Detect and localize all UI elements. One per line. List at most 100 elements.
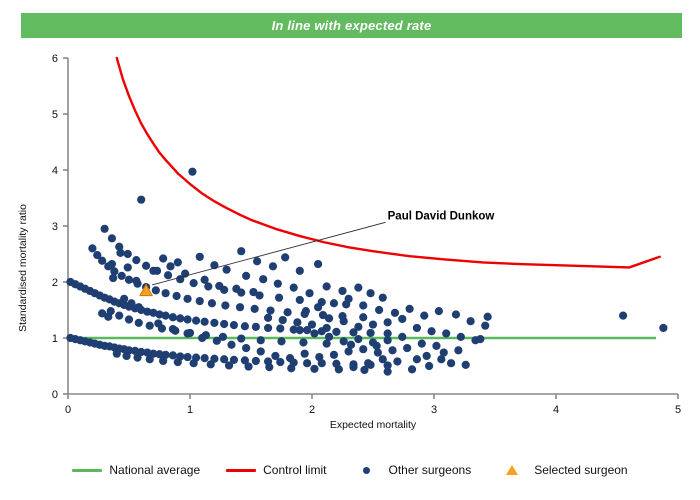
scatter-point-other-surgeon [124,275,134,284]
scatter-point-other-surgeon [93,251,102,260]
scatter-point-other-surgeon [420,311,429,320]
scatter-point-other-surgeon [274,293,284,302]
scatter-point-other-surgeon [266,306,275,315]
scatter-point-other-surgeon [265,363,274,372]
scatter-point-other-surgeon [120,294,129,303]
selected-surgeon-marker[interactable] [139,283,154,297]
scatter-point-other-surgeon [383,318,392,327]
scatter-point-other-surgeon [183,294,192,303]
scatter-point-other-surgeon [305,289,314,298]
scatter-point-other-surgeon [271,351,280,361]
scatter-point-other-surgeon [273,279,282,288]
scatter-point-other-surgeon [368,338,378,347]
scatter-point-other-surgeon [329,299,339,308]
scatter-point-other-surgeon [276,324,285,333]
scatter-point-other-surgeon [349,328,358,337]
scatter-point-other-surgeon [403,343,412,353]
scatter-point-other-surgeon [173,258,182,267]
legend-label-other-surgeons: Other surgeons [388,463,472,477]
scatter-point-other-surgeon [218,332,228,341]
scatter-point-other-surgeon [134,318,143,327]
scatter-point-other-surgeon [116,248,125,257]
scatter-point-other-surgeon [398,332,407,341]
scatter-point-other-surgeon [329,350,339,359]
scatter-point-other-surgeon [212,336,221,345]
x-axis-title: Expected mortality [330,419,417,431]
y-tick-label: 1 [52,333,58,345]
scatter-point-other-surgeon [256,347,265,356]
scatter-point-other-surgeon [88,244,97,253]
scatter-point-other-surgeon [161,289,170,298]
scatter-point-other-surgeon [378,293,387,302]
scatter-point-other-surgeon [221,301,230,310]
legend-item-selected-surgeon[interactable]: Selected surgeon [497,463,628,477]
scatter-point-other-surgeon [285,354,295,363]
scatter-point-other-surgeon [310,364,319,373]
scatter-point-other-surgeon [359,301,368,310]
annotation-leader-line [151,221,386,286]
legend-item-control-limit[interactable]: Control limit [226,463,326,477]
scatter-point-other-surgeon [198,333,207,343]
scatter-point-other-surgeon [407,365,417,374]
control-limit-line-swatch-icon [226,468,257,472]
scatter-point-other-surgeon [176,314,185,323]
scatter-point-other-surgeon [109,273,118,283]
scatter-point-other-surgeon [154,319,163,328]
scatter-point-other-surgeon [143,307,152,316]
scatter-point-other-surgeon [299,338,308,347]
scatter-point-other-surgeon [366,289,375,298]
scatter-point-other-surgeon [332,327,341,336]
scatter-point-other-surgeon [122,351,131,361]
control-limit-curve-group [115,56,661,269]
scatter-point-other-surgeon [446,359,456,368]
legend-item-national-average[interactable]: National average [72,463,200,477]
scatter-point-other-surgeon [132,256,141,265]
scatter-point-other-surgeon [359,345,368,354]
scatter-point-other-surgeon [115,311,124,320]
scatter-point-other-surgeon [159,254,168,263]
scatter-point-other-surgeon [281,253,290,262]
scatter-point-other-surgeon [229,321,239,330]
y-axis-title: Standardised mortality ratio [17,204,29,332]
legend-label-selected-surgeon: Selected surgeon [534,463,628,477]
legend-item-other-surgeons[interactable]: Other surgeons [352,463,471,477]
scatter-point-other-surgeon [107,234,117,243]
scatter-point-other-surgeon [344,294,353,303]
scatter-point-other-surgeon [206,360,215,369]
scatter-point-other-surgeon [364,359,373,368]
scatter-point-other-surgeon [192,316,201,325]
scatter-point-other-surgeon [143,348,152,357]
selected-surgeon-triangle-swatch-icon [506,465,519,475]
scatter-point-other-surgeon [277,337,286,346]
scatter-point-other-surgeon [324,314,334,323]
scatter-point-other-surgeon [422,351,431,361]
selected-surgeon-marker-group[interactable] [139,283,154,297]
scatter-points-group [66,167,668,376]
x-tick-label: 4 [553,404,559,416]
scatter-point-other-surgeon [207,299,217,308]
scatter-point-other-surgeon [145,321,154,330]
scatter-point-other-surgeon [276,357,285,367]
scatter-point-other-surgeon [163,271,173,280]
x-tick-label: 5 [675,404,681,416]
scatter-point-other-surgeon [393,357,402,366]
scatter-point-other-surgeon [251,356,260,366]
scatter-point-other-surgeon [200,317,209,326]
scatter-point-other-surgeon [339,337,348,346]
scatter-point-other-surgeon [200,275,209,284]
scatter-point-other-surgeon [232,284,241,293]
scatter-point-other-surgeon [283,308,292,317]
scatter-point-other-surgeon [368,320,378,329]
plot-area: 0 1 2 3 4 5 6 0 1 2 3 4 5 Paul David Dunkow Standard… [17,53,681,431]
legend-label-national-average: National average [109,463,201,477]
scatter-point-other-surgeon [439,348,448,357]
scatter-point-other-surgeon [173,357,182,367]
scatter-point-other-surgeon [183,315,192,324]
y-tick-label: 0 [52,389,58,401]
scatter-point-other-surgeon [373,348,382,357]
scatter-point-other-surgeon [110,267,119,276]
scatter-point-other-surgeon [242,271,251,280]
scatter-point-other-surgeon [112,349,121,358]
scatter-point-other-surgeon [256,336,265,345]
